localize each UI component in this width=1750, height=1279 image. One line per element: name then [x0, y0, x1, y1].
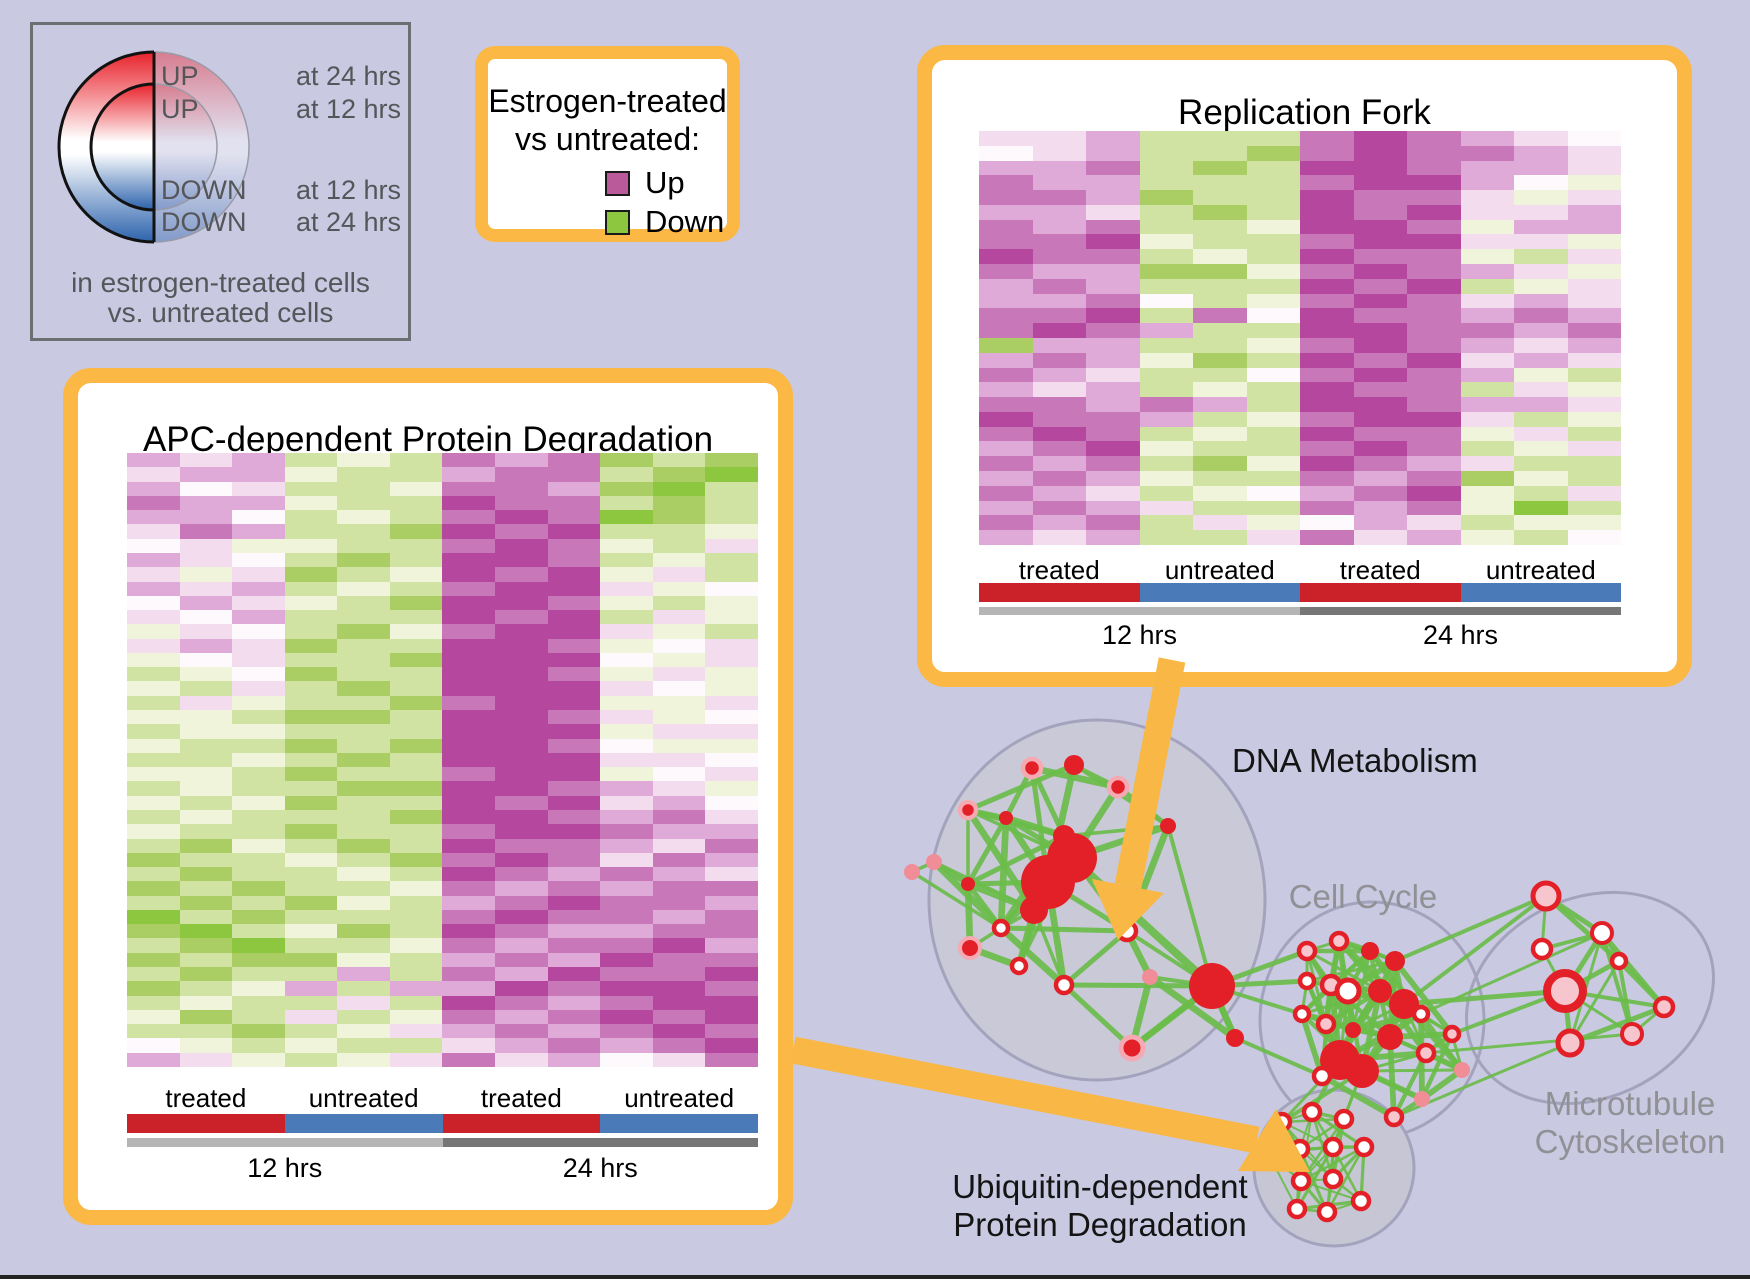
estrogen-legend-box: Estrogen-treated vs untreated: Up Down [475, 46, 740, 242]
ring-term-down24: DOWN [161, 207, 247, 237]
apc-group-labels: treated untreated treated untreated [165, 1083, 735, 1113]
rf-group-labels: treated untreated treated untreated [1018, 555, 1596, 585]
ring-footer-line1: in estrogen-treated cells [71, 267, 370, 298]
ring-term-up12: UP [161, 94, 199, 124]
replication-fork-panel: Replication Fork treated untreated treated… [917, 45, 1692, 687]
estrogen-title-line1: Estrogen-treated [488, 83, 727, 119]
ring-term-up24: UP [161, 61, 199, 91]
up-color-swatch [605, 170, 630, 196]
ring-time-up12: at 12 hrs [295, 94, 401, 124]
microtubule-line2: Cytoskeleton [1534, 1123, 1726, 1160]
ring-time-down12: at 12 hrs [295, 175, 401, 205]
rf-time-labels: 12 hrs 24 hrs [1101, 620, 1499, 650]
ring-term-down12: DOWN [161, 175, 247, 205]
ring-footer-line2: vs. untreated cells [107, 297, 334, 328]
estrogen-title-line2: vs untreated: [515, 121, 700, 157]
cell-cycle-text: Cell Cycle [1288, 878, 1438, 915]
color-ring-legend-box: UP at 24 hrs UP at 12 hrs DOWN at 12 hrs… [30, 22, 411, 341]
rf-time-bar [979, 607, 1621, 615]
up-down-ring-diagram [57, 50, 251, 244]
apc-title: APC-dependent Protein Degradation [142, 420, 714, 459]
ubiquitin-line1: Ubiquitin-dependent [952, 1168, 1248, 1205]
replication-fork-heatmap [979, 131, 1621, 545]
replication-fork-title: Replication Fork [1178, 93, 1431, 132]
ring-time-up24: at 24 hrs [295, 61, 401, 91]
dna-metabolism-label: DNA Metabolism [1232, 742, 1478, 779]
microtubule-line1: Microtubule [1544, 1085, 1716, 1122]
enrichment-network-graph [790, 657, 1715, 1248]
down-color-swatch [605, 209, 630, 235]
ring-time-down24: at 24 hrs [295, 207, 401, 237]
legend-item-down: Down [605, 204, 724, 240]
ubiquitin-line2: Protein Degradation [953, 1206, 1247, 1243]
microtubule-label: Microtubule Cytoskeleton [1535, 1085, 1726, 1161]
apc-time-labels: 12 hrs 24 hrs [247, 1153, 638, 1183]
ubiquitin-label: Ubiquitin-dependent Protein Degradation [952, 1168, 1247, 1244]
figure-bottom-border [0, 1275, 1750, 1279]
up-label: Up [645, 165, 685, 200]
apc-time-bar [127, 1138, 758, 1147]
apc-heatmap [127, 453, 758, 1067]
legend-item-up: Up [605, 165, 685, 201]
down-label: Down [645, 204, 725, 239]
apc-treatment-bars [127, 1114, 758, 1133]
rf-treatment-bars [979, 583, 1621, 602]
apc-panel: APC-dependent Protein Degradation treate… [63, 368, 793, 1225]
